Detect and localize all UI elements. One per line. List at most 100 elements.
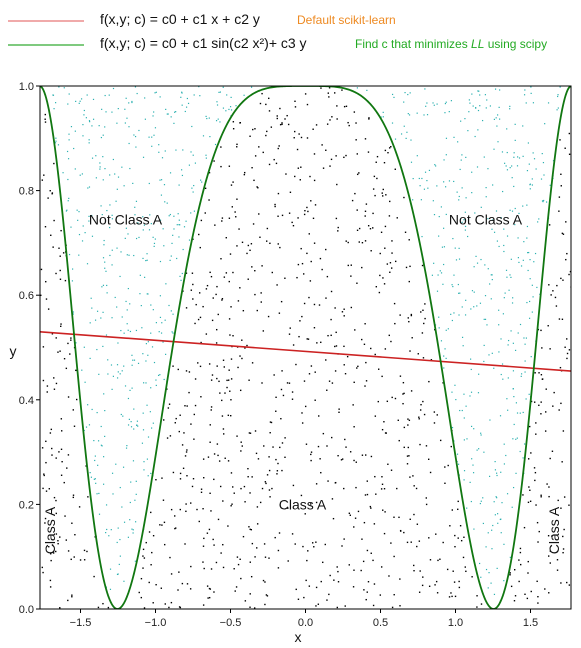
- not-class-a-point: [185, 106, 188, 108]
- not-class-a-point: [110, 364, 113, 366]
- not-class-a-point: [143, 224, 146, 226]
- class-a-point: [406, 455, 409, 457]
- class-a-point: [53, 496, 56, 499]
- class-a-point: [410, 313, 413, 316]
- class-a-point: [519, 563, 522, 566]
- class-a-point: [148, 531, 151, 533]
- class-a-point: [269, 242, 271, 245]
- not-class-a-point: [130, 421, 132, 423]
- class-a-point: [343, 487, 345, 490]
- not-class-a-point: [117, 371, 119, 373]
- class-a-point: [527, 458, 530, 460]
- not-class-a-point: [133, 134, 135, 136]
- not-class-a-point: [126, 254, 128, 256]
- not-class-a-point: [97, 440, 100, 442]
- class-a-point: [237, 563, 240, 566]
- not-class-a-point: [492, 184, 494, 186]
- not-class-a-point: [181, 92, 183, 94]
- not-class-a-point: [98, 513, 101, 515]
- class-a-point: [61, 430, 63, 432]
- not-class-a-point: [485, 196, 487, 198]
- class-a-point: [383, 161, 386, 164]
- class-a-point: [296, 276, 298, 279]
- class-a-point: [418, 591, 421, 593]
- not-class-a-point: [448, 111, 450, 113]
- class-a-point: [313, 327, 316, 329]
- not-class-a-point: [82, 225, 84, 227]
- not-class-a-point: [468, 111, 470, 113]
- not-class-a-point: [530, 356, 532, 358]
- class-a-point: [388, 215, 391, 217]
- not-class-a-point: [426, 102, 428, 104]
- class-a-point: [203, 477, 205, 479]
- not-class-a-point: [503, 543, 505, 545]
- class-a-point: [148, 581, 150, 584]
- class-a-point: [215, 293, 217, 296]
- class-a-point: [329, 119, 331, 121]
- not-class-a-point: [111, 264, 113, 266]
- not-class-a-point: [503, 297, 505, 299]
- class-a-point: [203, 537, 205, 540]
- not-class-a-point: [75, 342, 77, 344]
- not-class-a-point: [105, 334, 108, 336]
- class-a-point: [190, 423, 192, 425]
- not-class-a-point: [535, 168, 537, 170]
- not-class-a-point: [148, 182, 150, 185]
- not-class-a-point: [505, 165, 507, 167]
- not-class-a-point: [419, 185, 421, 187]
- not-class-a-point: [134, 560, 136, 562]
- class-a-point: [196, 508, 198, 511]
- not-class-a-point: [486, 99, 488, 101]
- not-class-a-point: [92, 98, 95, 101]
- class-a-point: [298, 335, 300, 338]
- class-a-point: [537, 328, 540, 331]
- class-a-point: [70, 558, 72, 561]
- class-a-point: [228, 217, 231, 219]
- class-a-point: [353, 381, 355, 384]
- not-class-a-point: [115, 200, 117, 202]
- not-class-a-point: [514, 349, 517, 351]
- not-class-a-point: [450, 313, 452, 315]
- class-a-point: [537, 595, 539, 598]
- class-a-point: [436, 592, 439, 594]
- class-a-point: [232, 486, 234, 488]
- class-a-point: [210, 510, 212, 512]
- not-class-a-point: [509, 209, 511, 211]
- class-a-point: [168, 403, 171, 405]
- not-class-a-point: [456, 453, 459, 455]
- not-class-a-point: [476, 449, 478, 451]
- class-a-point: [240, 577, 242, 580]
- not-class-a-point: [444, 348, 446, 350]
- class-a-point: [326, 389, 328, 391]
- class-a-point: [140, 596, 143, 599]
- not-class-a-point: [215, 120, 218, 122]
- class-a-point: [330, 290, 333, 293]
- class-a-point: [549, 550, 552, 552]
- not-class-a-point: [89, 357, 91, 360]
- not-class-a-point: [160, 194, 163, 196]
- class-a-point: [67, 396, 70, 398]
- not-class-a-point: [165, 283, 167, 285]
- not-class-a-point: [530, 86, 532, 88]
- not-class-a-point: [131, 387, 133, 389]
- not-class-a-point: [150, 387, 152, 389]
- class-a-point: [200, 396, 202, 398]
- not-class-a-point: [158, 331, 160, 333]
- not-class-a-point: [464, 211, 466, 213]
- class-a-point: [297, 217, 299, 219]
- class-a-point: [251, 167, 253, 169]
- class-a-point: [530, 590, 532, 593]
- not-class-a-point: [102, 345, 104, 348]
- not-class-a-point: [480, 206, 482, 208]
- lines-layer: [40, 86, 571, 609]
- class-a-point: [355, 122, 357, 124]
- class-a-point: [300, 494, 303, 497]
- not-class-a-point: [473, 528, 475, 530]
- class-a-point: [46, 391, 48, 393]
- class-a-point: [420, 311, 422, 313]
- not-class-a-point: [68, 133, 70, 135]
- class-a-point: [410, 314, 413, 317]
- not-class-a-point: [111, 214, 113, 216]
- class-a-point: [221, 220, 223, 222]
- class-a-point: [365, 203, 368, 205]
